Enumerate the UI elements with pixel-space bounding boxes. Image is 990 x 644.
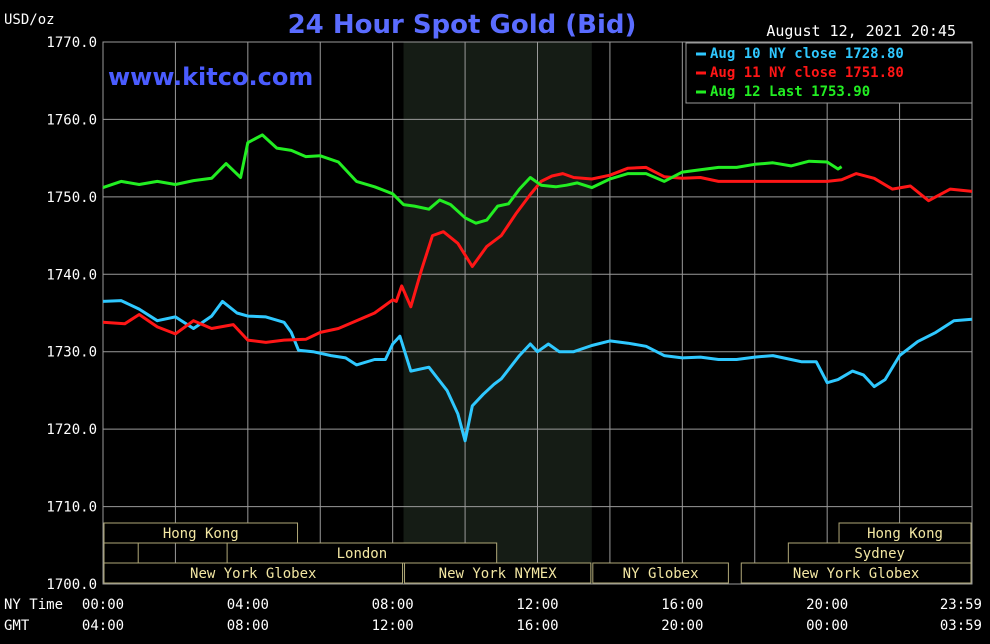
chart-title: 24 Hour Spot Gold (Bid) bbox=[288, 10, 637, 40]
session-label: Hong Kong bbox=[163, 526, 239, 542]
y-tick-label: 1720.0 bbox=[46, 422, 97, 438]
session-box bbox=[740, 562, 972, 584]
x-tick-label-ny: 23:59 bbox=[940, 597, 982, 613]
gmt-label: GMT bbox=[4, 618, 30, 634]
legend-entry: Aug 10 NY close 1728.80 bbox=[710, 46, 904, 62]
x-tick-label-gmt: 00:00 bbox=[806, 618, 848, 634]
unit-label: USD/oz bbox=[4, 12, 55, 28]
session-label: Hong Kong bbox=[867, 526, 943, 542]
session-label: London bbox=[337, 546, 388, 562]
plot-frame bbox=[102, 41, 973, 585]
legend-entry: Aug 12 Last 1753.90 bbox=[710, 84, 870, 100]
x-tick-label-gmt: 03:59 bbox=[940, 618, 982, 634]
session-label: New York Globex bbox=[190, 566, 316, 582]
session-shade-rect bbox=[403, 42, 592, 584]
x-tick-label-ny: 04:00 bbox=[227, 597, 269, 613]
ny-time-label: NY Time bbox=[4, 597, 63, 613]
x-tick-label-ny: 08:00 bbox=[372, 597, 414, 613]
y-tick-label: 1710.0 bbox=[46, 500, 97, 516]
session-box bbox=[592, 562, 729, 584]
series-line-2 bbox=[102, 165, 973, 344]
axes: 1770.0 1760.0 1750.0 1740.0 1730.0 1720.0 1710… bbox=[46, 35, 982, 634]
legend-entry: Aug 11 NY close 1751.80 bbox=[710, 65, 904, 81]
y-tick-label: 1770.0 bbox=[46, 35, 97, 51]
session-box bbox=[103, 522, 299, 544]
y-tick-label: 1750.0 bbox=[46, 190, 97, 206]
session-label: New York NYMEX bbox=[439, 566, 558, 582]
price-series bbox=[102, 133, 973, 443]
series-line-1 bbox=[102, 299, 973, 443]
session-box bbox=[103, 562, 404, 584]
x-tick-label-ny: 20:00 bbox=[806, 597, 848, 613]
trading-sessions: Hong Kong Hong Kong London Sydney New York G… bbox=[103, 522, 972, 584]
x-tick-label-ny: 16:00 bbox=[661, 597, 703, 613]
session-label: NY Globex bbox=[623, 566, 699, 582]
session-label: Sydney bbox=[854, 546, 905, 562]
legend: Aug 10 NY close 1728.80 Aug 11 NY close 1… bbox=[685, 42, 973, 104]
x-tick-label-gmt: 16:00 bbox=[516, 618, 558, 634]
session-box bbox=[404, 562, 592, 584]
x-tick-label-gmt: 04:00 bbox=[82, 618, 124, 634]
x-tick-label-gmt: 20:00 bbox=[661, 618, 703, 634]
y-tick-label: 1740.0 bbox=[46, 267, 97, 283]
y-tick-label: 1760.0 bbox=[46, 112, 97, 128]
y-tick-label: 1700.0 bbox=[46, 577, 97, 593]
x-tick-label-gmt: 08:00 bbox=[227, 618, 269, 634]
series-line-3 bbox=[102, 133, 843, 225]
x-tick-label-ny: 12:00 bbox=[516, 597, 558, 613]
legend-box bbox=[685, 42, 973, 104]
grid bbox=[102, 41, 973, 585]
nymex-session-shade bbox=[403, 42, 592, 584]
y-tick-label: 1730.0 bbox=[46, 345, 97, 361]
timestamp: August 12, 2021 20:45 bbox=[766, 22, 956, 40]
x-tick-label-gmt: 12:00 bbox=[372, 618, 414, 634]
x-tick-label-ny: 00:00 bbox=[82, 597, 124, 613]
watermark: www.kitco.com bbox=[108, 63, 313, 91]
session-label: New York Globex bbox=[793, 566, 919, 582]
session-box bbox=[103, 542, 139, 564]
